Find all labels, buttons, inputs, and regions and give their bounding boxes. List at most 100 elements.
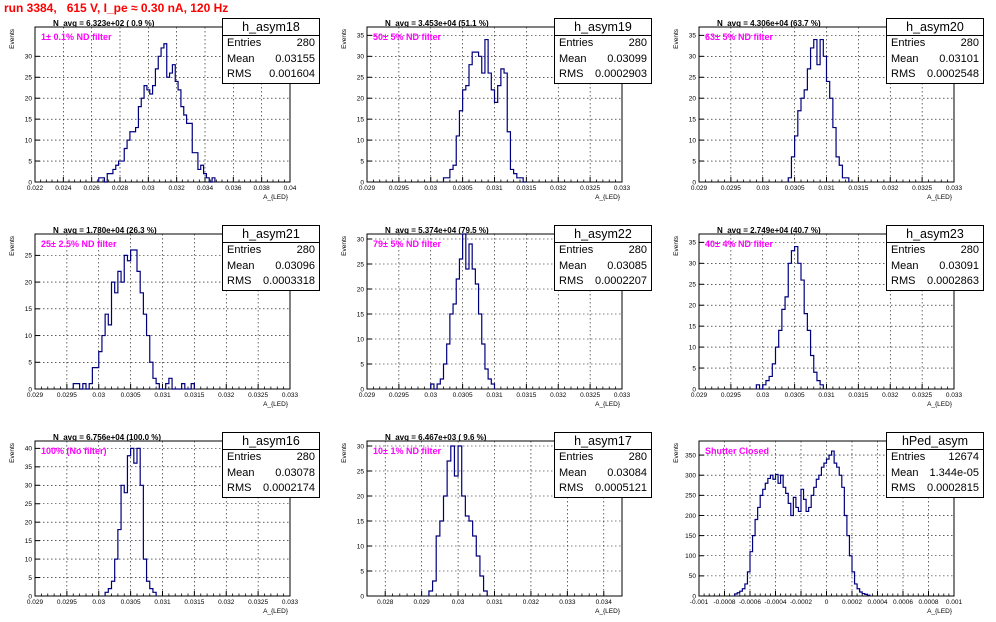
y-tick-label: 350 [685,452,696,459]
histogram-series [104,447,157,596]
x-tick-label: 0.04 [284,185,297,192]
stats-box-title: h_asym20 [887,19,983,36]
x-axis-label: A_{LED} [595,194,621,201]
x-tick-label: 0.0295 [57,599,77,606]
y-tick-label: 35 [25,464,33,471]
stats-value: 12674 [948,451,979,463]
stats-label: RMS [227,275,252,287]
stats-value: 0.0002863 [927,275,979,287]
y-tick-label: 10 [689,344,697,351]
y-tick-label: 10 [25,137,33,144]
x-tick-label: 0.029 [27,599,44,606]
stats-value: 0.0002903 [595,68,647,80]
stats-row-entries: Entries 280 [555,36,651,52]
stats-row-rms: RMS 0.0002174 [223,481,319,497]
x-tick-label: 0.033 [614,392,631,399]
stats-value: 0.001604 [269,68,315,80]
y-tick-label: 20 [689,96,697,103]
stats-label: RMS [891,68,916,80]
histogram-plot: 0.022 0.024 0.026 0.028 0.03 0.032 0.034 0.036 0… [9,26,297,201]
stats-row-rms: RMS 0.0002863 [887,274,983,290]
stats-row-entries: Entries 280 [887,243,983,259]
stats-box-title: h_asym22 [555,226,651,243]
histogram-series [428,445,488,596]
stats-label: Entries [227,37,262,49]
x-axis-label: A_{LED} [927,608,953,615]
x-tick-label: 0.0315 [848,392,868,399]
filter-label: 25± 2.5% ND filter [41,239,117,249]
y-tick-label: 0 [692,386,696,393]
x-axis-label: A_{LED} [927,194,953,201]
stats-value: 280 [296,244,315,256]
x-tick-label: 0.034 [197,185,214,192]
stats-row-rms: RMS 0.001604 [223,67,319,83]
y-tick-label: 20 [357,286,365,293]
stats-row-entries: Entries 12674 [887,450,983,466]
stats-label: Entries [891,451,926,463]
x-tick-label: 0.0008 [919,599,939,606]
y-tick-label: 15 [357,311,365,318]
x-axis-label: A_{LED} [263,401,289,408]
navg-label: N_avg = 5.374e+04 (79.5 %) [385,226,489,235]
y-tick-label: 0 [28,593,32,600]
stats-value: 0.03091 [939,259,979,272]
y-tick-label: 5 [692,365,696,372]
y-tick-label: 250 [685,493,696,500]
y-axis-label: Events [341,442,348,463]
histogram-series [755,245,824,390]
filter-label: Shutter Closed [705,446,770,456]
x-tick-label: 0.032 [550,185,567,192]
x-tick-label: 0.0305 [785,392,805,399]
stats-row-mean: Mean 0.03096 [223,259,319,275]
histogram-panel: 0.022 0.024 0.026 0.028 0.03 0.032 0.034 0.036 0… [0,0,332,207]
y-tick-label: 0 [692,593,696,600]
x-tick-label: 0.0315 [516,185,536,192]
stats-row-entries: Entries 280 [223,450,319,466]
stats-label: Entries [891,244,926,256]
x-tick-label: 0.026 [84,185,101,192]
x-tick-label: 0.032 [218,392,235,399]
y-tick-label: 0 [360,386,364,393]
stats-box: hPed_asym Entries 12674 Mean 1.344e-05 RMS 0.0… [886,432,984,498]
stats-label: Mean [891,259,919,272]
stats-box-title: h_asym17 [555,433,651,450]
y-axis-label: Events [9,235,16,256]
x-tick-label: 0.03 [424,392,437,399]
stats-label: Entries [227,244,262,256]
y-tick-label: 30 [689,54,697,61]
y-tick-label: 5 [28,158,32,165]
histogram-series [787,38,850,182]
y-tick-label: 10 [25,556,33,563]
navg-label: N_avg = 1.780e+04 (26.3 %) [53,226,157,235]
y-tick-label: 0 [360,593,364,600]
stats-box: h_asym19 Entries 280 Mean 0.03099 RMS 0.000290… [554,18,652,84]
y-tick-label: 25 [25,501,33,508]
navg-label: N_avg = 2.749e+04 (40.7 %) [717,226,821,235]
stats-value: 0.0002815 [927,482,979,494]
x-tick-label: 0.032 [550,392,567,399]
y-axis-label: Events [673,28,680,49]
filter-label: 63± 5% ND filter [705,32,773,42]
x-tick-label: 0.033 [614,185,631,192]
x-tick-label: 0.029 [27,392,44,399]
stats-label: Mean [559,52,587,65]
x-axis-label: A_{LED} [927,401,953,408]
stats-row-entries: Entries 280 [223,243,319,259]
y-tick-label: 20 [689,303,697,310]
x-tick-label: 0.029 [691,392,708,399]
x-tick-label: 0.0295 [721,185,741,192]
x-tick-label: 0.0315 [184,599,204,606]
stats-row-mean: Mean 1.344e-05 [887,466,983,482]
stats-label: RMS [227,68,252,80]
x-tick-label: -0.0004 [764,599,786,606]
stats-value: 0.03155 [275,52,315,65]
y-tick-label: 25 [357,468,365,475]
x-tick-label: 0.031 [486,599,503,606]
stats-label: Mean [891,466,919,479]
y-tick-label: 0 [692,179,696,186]
histogram-plot: 0.029 0.0295 0.03 0.0305 0.031 0.0315 0.032 0.0… [341,26,631,201]
histogram-panel: 0.029 0.0295 0.03 0.0305 0.031 0.0315 0.032 0.0… [664,0,996,207]
navg-label: N_avg = 6.467e+03 ( 9.6 %) [385,433,487,442]
stats-row-rms: RMS 0.0002207 [555,274,651,290]
stats-label: Entries [559,451,594,463]
